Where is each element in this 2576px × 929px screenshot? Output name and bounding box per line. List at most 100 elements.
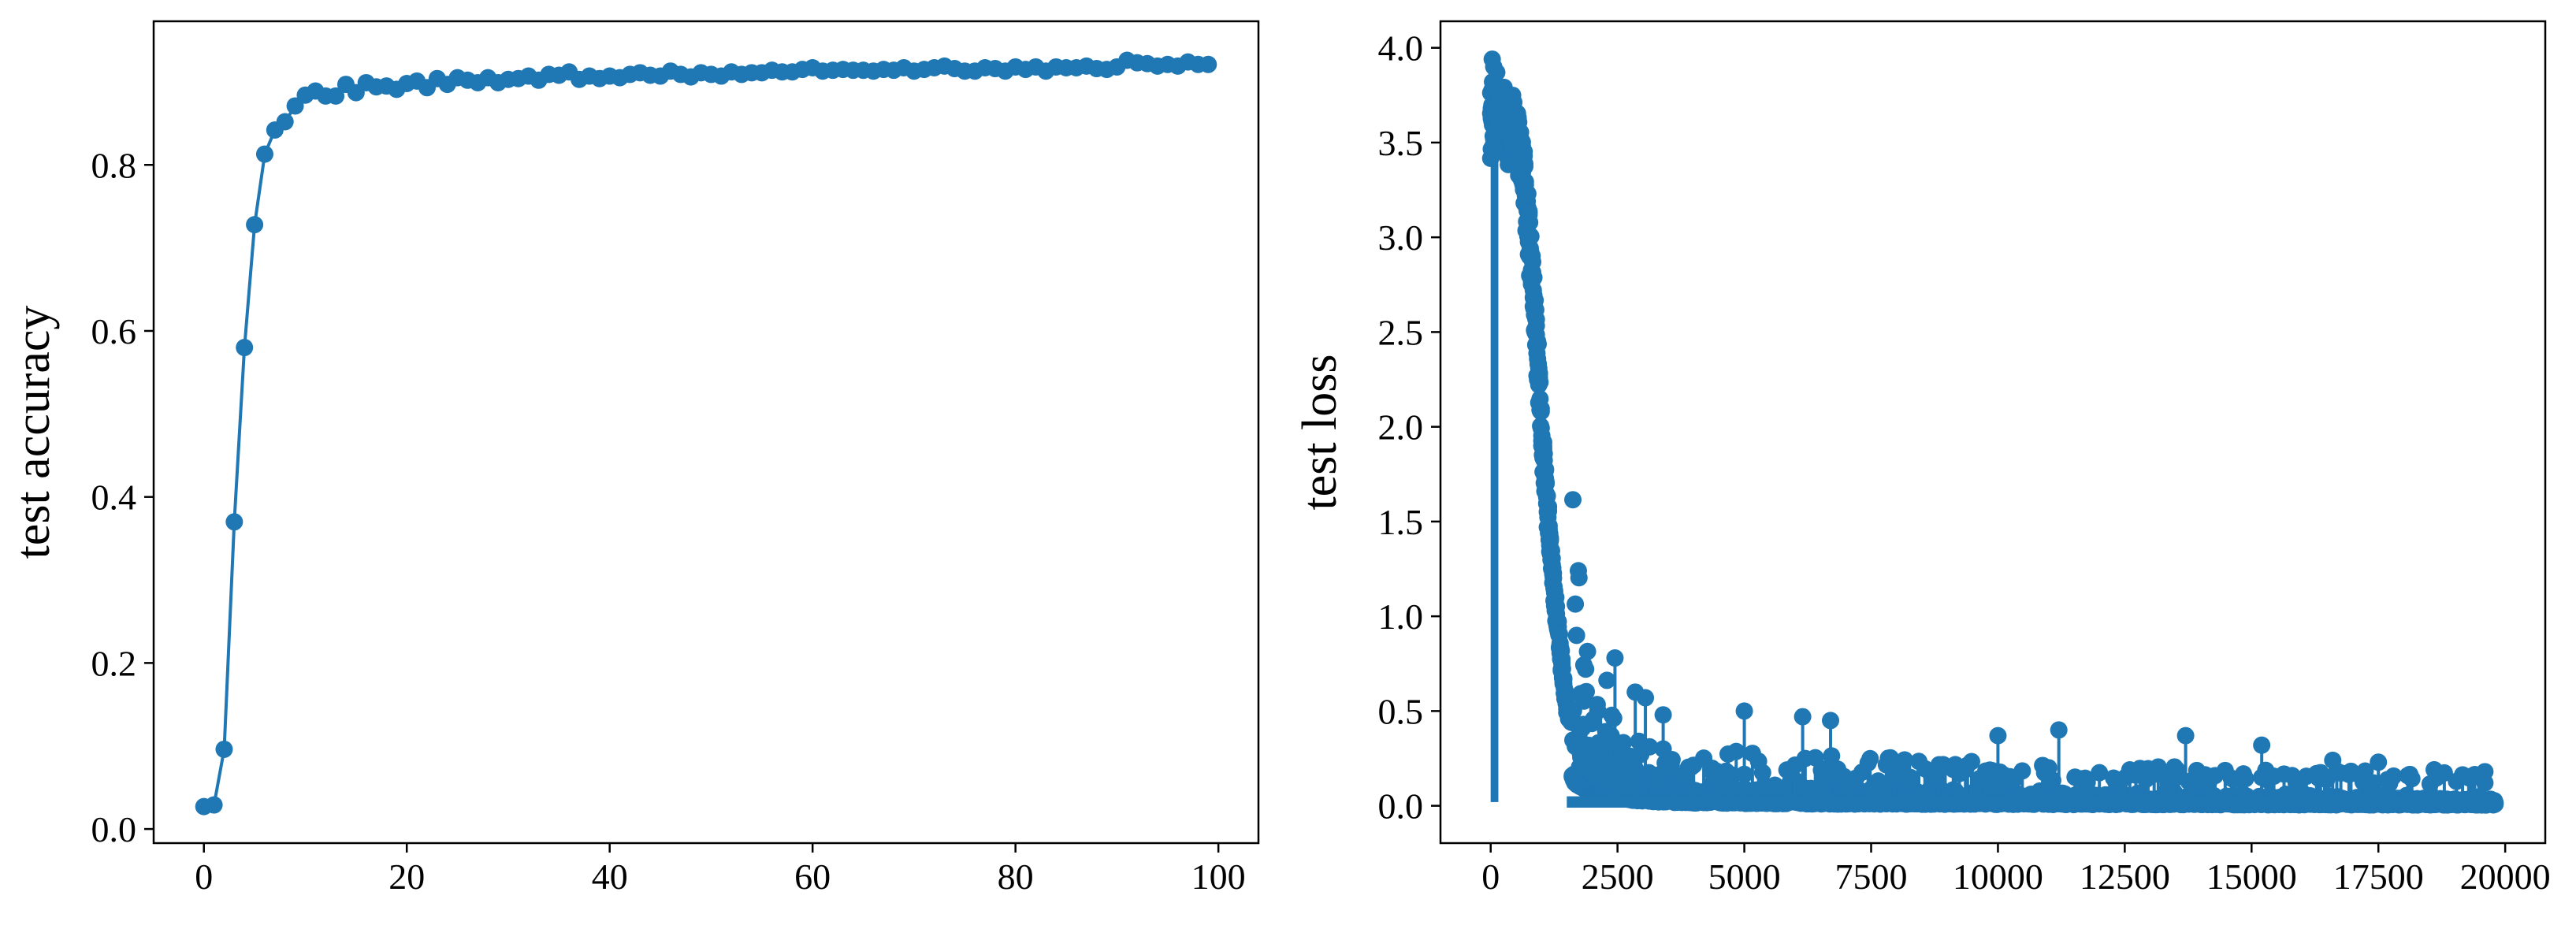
loss-point bbox=[1753, 764, 1771, 782]
x-tick-label: 15000 bbox=[2206, 857, 2297, 897]
y-tick-label: 0.2 bbox=[91, 643, 137, 683]
x-tick-label: 20000 bbox=[2460, 857, 2551, 897]
x-tick-label: 17500 bbox=[2333, 857, 2424, 897]
loss-outlier-point bbox=[1989, 726, 2007, 745]
x-tick-label: 2500 bbox=[1582, 857, 1654, 897]
loss-point bbox=[1578, 682, 1596, 700]
loss-point bbox=[1589, 702, 1607, 720]
y-tick-label: 0.6 bbox=[91, 311, 137, 351]
x-tick-label: 0 bbox=[1481, 857, 1500, 897]
loss-point bbox=[2403, 770, 2421, 788]
loss-outlier-point bbox=[1637, 689, 1655, 707]
y-tick-label: 3.5 bbox=[1378, 123, 1424, 163]
x-tick-label: 80 bbox=[998, 857, 1034, 897]
loss-point bbox=[2236, 770, 2254, 788]
accuracy-chart: 0 20 40 60 80 100 0.0 0.2 0.4 0.6 0.8 test accuracy bbox=[6, 20, 1260, 897]
loss-point bbox=[2385, 767, 2403, 785]
loss-point bbox=[1869, 772, 1887, 790]
loss-outlier-point bbox=[1606, 649, 1624, 667]
loss-point bbox=[1525, 269, 1543, 287]
loss-outlier-point bbox=[2476, 763, 2494, 781]
loss-point bbox=[1527, 317, 1545, 335]
loss-point bbox=[1532, 403, 1550, 421]
y-axis-label: test loss bbox=[1293, 354, 1347, 510]
loss-point bbox=[2091, 764, 2109, 782]
x-tick-label: 7500 bbox=[1835, 857, 1908, 897]
loss-outlier-point bbox=[2253, 736, 2271, 754]
loss-point bbox=[1522, 227, 1540, 245]
loss-point bbox=[1578, 642, 1597, 660]
loss-point bbox=[1540, 498, 1558, 516]
x-tick-label: 20 bbox=[388, 857, 425, 897]
loss-outlier-point bbox=[1794, 708, 1812, 726]
x-tick-label: 40 bbox=[592, 857, 628, 897]
loss-point bbox=[1895, 751, 1913, 769]
loss-point bbox=[2078, 773, 2096, 791]
loss-outlier-point bbox=[1654, 706, 1672, 724]
loss-point bbox=[2013, 762, 2031, 780]
loss-outlier-point bbox=[2050, 721, 2068, 739]
y-tick-label: 0.8 bbox=[91, 145, 137, 185]
x-tick-label: 5000 bbox=[1708, 857, 1781, 897]
plot-frame bbox=[152, 20, 1260, 845]
accuracy-point bbox=[255, 145, 273, 163]
accuracy-point bbox=[1199, 55, 1217, 73]
loss-point bbox=[1662, 756, 1680, 775]
loss-outlier-point bbox=[1735, 702, 1753, 720]
accuracy-point bbox=[225, 513, 243, 531]
y-tick-label: 0.4 bbox=[91, 478, 137, 518]
x-tick-label: 12500 bbox=[2080, 857, 2170, 897]
accuracy-point bbox=[246, 216, 264, 234]
y-tick-label: 1.0 bbox=[1378, 596, 1424, 637]
loss-point bbox=[1861, 749, 1879, 767]
accuracy-point bbox=[215, 740, 233, 758]
loss-plot-area bbox=[1481, 50, 2504, 814]
loss-point bbox=[1727, 742, 1745, 760]
loss-point bbox=[1518, 184, 1537, 203]
loss-chart: 0 2500 5000 7500 10000 12500 15000 17500 20000 0.… bbox=[1293, 20, 2551, 897]
x-tick-label: 0 bbox=[195, 857, 213, 897]
loss-point bbox=[1881, 749, 1899, 767]
loss-point bbox=[1567, 595, 1585, 613]
loss-point bbox=[1529, 335, 1547, 353]
x-tick-label: 60 bbox=[794, 857, 831, 897]
loss-point bbox=[1531, 373, 1549, 392]
accuracy-point bbox=[327, 87, 345, 105]
y-tick-label: 2.5 bbox=[1378, 312, 1424, 352]
x-tick-label: 10000 bbox=[1953, 857, 2043, 897]
accuracy-point bbox=[286, 97, 304, 115]
loss-outlier-point bbox=[1822, 712, 1840, 730]
loss-point bbox=[1515, 154, 1533, 173]
y-tick-label: 3.0 bbox=[1378, 217, 1424, 258]
loss-point bbox=[1598, 671, 1616, 689]
accuracy-point bbox=[236, 339, 254, 357]
x-tick-label: 100 bbox=[1191, 857, 1246, 897]
loss-outlier-point bbox=[2324, 751, 2342, 769]
loss-point bbox=[1901, 768, 1920, 786]
y-tick-label: 0.0 bbox=[1378, 786, 1424, 827]
accuracy-point bbox=[276, 113, 294, 131]
loss-point bbox=[2043, 771, 2061, 790]
loss-outlier-point bbox=[2425, 760, 2444, 779]
loss-outlier-point bbox=[2176, 726, 2195, 745]
y-tick-label: 1.5 bbox=[1378, 502, 1424, 542]
loss-point bbox=[1567, 626, 1585, 645]
loss-dense-band bbox=[1567, 796, 2496, 808]
loss-point bbox=[1962, 752, 1980, 771]
loss-outlier-point bbox=[2370, 753, 2388, 771]
y-tick-label: 0.0 bbox=[91, 809, 137, 849]
loss-point bbox=[1570, 569, 1588, 587]
accuracy-plot-area bbox=[195, 51, 1217, 816]
loss-point bbox=[1524, 253, 1542, 271]
loss-point bbox=[1564, 491, 1582, 509]
y-tick-label: 0.5 bbox=[1378, 691, 1424, 731]
y-tick-label: 4.0 bbox=[1378, 28, 1424, 69]
loss-point bbox=[1521, 214, 1539, 232]
loss-point bbox=[1535, 444, 1553, 463]
accuracy-point bbox=[205, 796, 223, 814]
loss-outlier-point bbox=[1488, 63, 1506, 81]
loss-point bbox=[1577, 660, 1595, 678]
loss-point bbox=[1721, 766, 1739, 784]
y-axis-label: test accuracy bbox=[6, 306, 60, 559]
